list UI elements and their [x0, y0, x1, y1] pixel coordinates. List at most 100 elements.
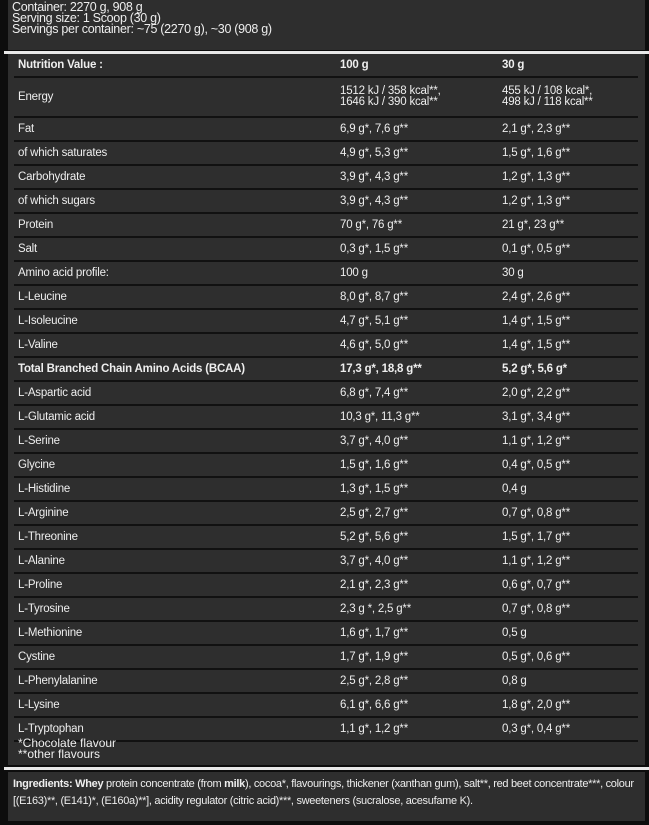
table-row: L-Serine 3,7 g*, 4,0 g** 1,1 g*, 1,2 g** [14, 429, 638, 454]
cell-value-100g: 1,1 g*, 1,2 g** [336, 717, 498, 742]
table-row: L-Isoleucine 4,7 g*, 5,1 g** 1,4 g*, 1,5 g… [14, 309, 638, 334]
nutrition-table: Nutrition Value : 100 g 30 g Energy 1512… [14, 54, 638, 742]
cell-value-100g: 4,6 g*, 5,0 g** [336, 333, 498, 358]
cell-value-30g: 0,6 g*, 0,7 g** [498, 573, 638, 598]
cell-label: L-Serine [14, 429, 336, 454]
cell-value-100g: 3,9 g*, 4,3 g** [336, 165, 498, 190]
divider [4, 51, 649, 54]
cell-value-100g: 4,9 g*, 5,3 g** [336, 141, 498, 166]
energy-100g-line: 1646 kJ / 390 kcal** [340, 96, 438, 108]
table-row: L-Histidine 1,3 g*, 1,5 g** 0,4 g [14, 477, 638, 502]
cell-value-100g: 3,7 g*, 4,0 g** [336, 429, 498, 454]
cell-value-30g: 2,1 g*, 2,3 g** [498, 117, 638, 142]
cell-label: Total Branched Chain Amino Acids (BCAA) [14, 357, 336, 382]
table-row: L-Tyrosine 2,3 g *, 2,5 g** 0,7 g*, 0,8 g*… [14, 597, 638, 622]
table-row-energy: Energy 1512 kJ / 358 kcal**, 1646 kJ / 39… [14, 77, 638, 118]
table-row: Amino acid profile: 100 g 30 g [14, 261, 638, 286]
cell-value-30g: 0,4 g [498, 477, 638, 502]
cell-label: L-Isoleucine [14, 309, 336, 334]
cell-value-100g: 2,1 g*, 2,3 g** [336, 573, 498, 598]
table-row: Cystine 1,7 g*, 1,9 g** 0,5 g*, 0,6 g** [14, 645, 638, 670]
cell-value-100g: 8,0 g*, 8,7 g** [336, 285, 498, 310]
cell-label: L-Threonine [14, 525, 336, 550]
energy-100g-line: 1512 kJ / 358 kcal**, [340, 85, 441, 97]
table-row: Fat 6,9 g*, 7,6 g** 2,1 g*, 2,3 g** [14, 117, 638, 142]
cell-value-100g: 3,7 g*, 4,0 g** [336, 549, 498, 574]
cell-value-100g: 100 g [336, 261, 498, 286]
cell-label: Fat [14, 117, 336, 142]
ingredients-text: protein concentrate (from [103, 778, 225, 790]
cell-value-100g: 5,2 g*, 5,6 g** [336, 525, 498, 550]
cell-value-100g: 1,3 g*, 1,5 g** [336, 477, 498, 502]
cell-value-30g: 1,1 g*, 1,2 g** [498, 429, 638, 454]
table-row: Salt 0,3 g*, 1,5 g** 0,1 g*, 0,5 g** [14, 237, 638, 262]
header-label: Nutrition Value : [14, 54, 336, 78]
cell-value-100g: 2,3 g *, 2,5 g** [336, 597, 498, 622]
product-info: Container: 2270 g, 908 g Serving size: 1… [8, 0, 645, 50]
cell-value-30g: 1,2 g*, 1,3 g** [498, 165, 638, 190]
cell-value-100g: 6,1 g*, 6,6 g** [336, 693, 498, 718]
servings-per-container-line: Servings per container: ~75 (2270 g), ~3… [12, 22, 272, 36]
table-row: L-Leucine 8,0 g*, 8,7 g** 2,4 g*, 2,6 g** [14, 285, 638, 310]
table-row: of which sugars 3,9 g*, 4,3 g** 1,2 g*, 1,… [14, 189, 638, 214]
cell-value-30g: 0,8 g [498, 669, 638, 694]
cell-value-100g: 1,6 g*, 1,7 g** [336, 621, 498, 646]
cell-value-30g: 1,8 g*, 2,0 g** [498, 693, 638, 718]
cell-label: L-Arginine [14, 501, 336, 526]
serving-size-line: Serving size: 1 Scoop (30 g) [12, 11, 161, 25]
cell-value-100g: 2,5 g*, 2,7 g** [336, 501, 498, 526]
cell-label: L-Lysine [14, 693, 336, 718]
cell-value-30g: 21 g*, 23 g** [498, 213, 638, 238]
cell-value-30g: 2,4 g*, 2,6 g** [498, 285, 638, 310]
energy-100g: 1512 kJ / 358 kcal**, 1646 kJ / 390 kcal*… [336, 77, 498, 118]
table-row: Protein 70 g*, 76 g** 21 g*, 23 g** [14, 213, 638, 238]
cell-label: L-Methionine [14, 621, 336, 646]
table-row: L-Glutamic acid 10,3 g*, 11,3 g** 3,1 g*, … [14, 405, 638, 430]
cell-label: L-Leucine [14, 285, 336, 310]
table-row: L-Aspartic acid 6,8 g*, 7,4 g** 2,0 g*, 2,… [14, 381, 638, 406]
divider [4, 767, 649, 770]
ingredient-milk: milk [224, 778, 245, 790]
table-row: L-Lysine 6,1 g*, 6,6 g** 1,8 g*, 2,0 g** [14, 693, 638, 718]
cell-label: of which sugars [14, 189, 336, 214]
cell-value-100g: 6,8 g*, 7,4 g** [336, 381, 498, 406]
header-100g: 100 g [336, 54, 498, 78]
table-row: Glycine 1,5 g*, 1,6 g** 0,4 g*, 0,5 g** [14, 453, 638, 478]
cell-value-100g: 17,3 g*, 18,8 g** [336, 357, 498, 382]
cell-value-30g: 1,4 g*, 1,5 g** [498, 333, 638, 358]
cell-value-30g: 1,1 g*, 1,2 g** [498, 549, 638, 574]
cell-value-30g: 0,4 g*, 0,5 g** [498, 453, 638, 478]
cell-label: Amino acid profile: [14, 261, 336, 286]
header-30g: 30 g [498, 54, 638, 78]
cell-label: L-Tryptophan [14, 717, 336, 742]
cell-value-100g: 2,5 g*, 2,8 g** [336, 669, 498, 694]
cell-value-100g: 1,5 g*, 1,6 g** [336, 453, 498, 478]
cell-value-100g: 70 g*, 76 g** [336, 213, 498, 238]
energy-label: Energy [14, 77, 336, 118]
cell-value-100g: 1,7 g*, 1,9 g** [336, 645, 498, 670]
cell-label: L-Histidine [14, 477, 336, 502]
table-row: L-Methionine 1,6 g*, 1,7 g** 0,5 g [14, 621, 638, 646]
ingredients-text: ), cocoa*, flavourings, thickener (xanth… [13, 778, 634, 807]
cell-value-30g: 0,7 g*, 0,8 g** [498, 597, 638, 622]
cell-value-30g: 2,0 g*, 2,2 g** [498, 381, 638, 406]
ingredients-label: Ingredients: [13, 778, 73, 790]
table-row: L-Tryptophan 1,1 g*, 1,2 g** 0,3 g*, 0,4 g… [14, 717, 638, 742]
ingredients: Ingredients: Whey protein concentrate (f… [8, 772, 645, 821]
table-row: Carbohydrate 3,9 g*, 4,3 g** 1,2 g*, 1,3 g… [14, 165, 638, 190]
cell-label: L-Aspartic acid [14, 381, 336, 406]
table-row: L-Phenylalanine 2,5 g*, 2,8 g** 0,8 g [14, 669, 638, 694]
table-row: L-Alanine 3,7 g*, 4,0 g** 1,1 g*, 1,2 g** [14, 549, 638, 574]
table-row: of which saturates 4,9 g*, 5,3 g** 1,5 g*,… [14, 141, 638, 166]
cell-label: L-Valine [14, 333, 336, 358]
cell-value-30g: 0,1 g*, 0,5 g** [498, 237, 638, 262]
energy-30g-line: 455 kJ / 108 kcal*, [502, 85, 593, 97]
cell-value-30g: 0,5 g [498, 621, 638, 646]
cell-label: Protein [14, 213, 336, 238]
table-row: L-Valine 4,6 g*, 5,0 g** 1,4 g*, 1,5 g** [14, 333, 638, 358]
footnote-chocolate: *Chocolate flavour [18, 736, 117, 750]
cell-value-100g: 0,3 g*, 1,5 g** [336, 237, 498, 262]
cell-value-100g: 3,9 g*, 4,3 g** [336, 189, 498, 214]
cell-label: Glycine [14, 453, 336, 478]
cell-value-30g: 1,4 g*, 1,5 g** [498, 309, 638, 334]
